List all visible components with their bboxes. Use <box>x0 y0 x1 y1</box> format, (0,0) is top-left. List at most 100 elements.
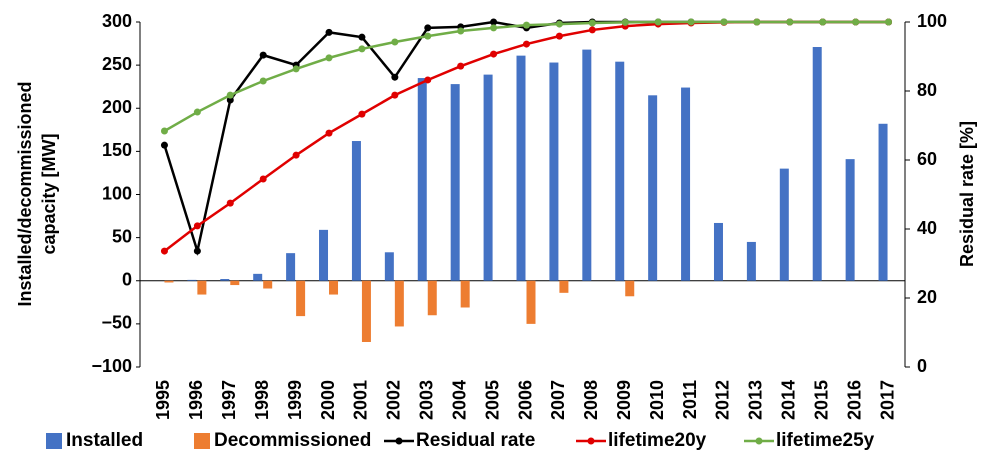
bar <box>319 229 329 281</box>
point <box>654 18 662 26</box>
point <box>457 62 465 70</box>
y-tick-label: −100 <box>91 356 132 376</box>
x-tick-label: 2004 <box>449 380 469 420</box>
bar <box>681 87 691 281</box>
y2-tick-label: 0 <box>917 356 927 376</box>
bar <box>384 252 394 281</box>
y-axis-label: capacity [MW] <box>39 133 59 254</box>
bar <box>197 280 207 295</box>
y2-tick-label: 80 <box>917 80 937 100</box>
bar <box>263 280 273 289</box>
y-tick-label: 200 <box>102 97 132 117</box>
x-tick-label: 2007 <box>548 380 568 420</box>
bar <box>559 280 569 293</box>
point <box>490 50 498 58</box>
y-tick-label: 100 <box>102 183 132 203</box>
x-tick-label: 2014 <box>779 380 799 420</box>
point <box>160 127 168 135</box>
bar <box>417 78 427 281</box>
point <box>193 247 201 255</box>
point <box>786 18 794 26</box>
bar <box>329 280 339 295</box>
y2-axis-label: Residual rate [%] <box>957 121 977 267</box>
point <box>391 91 399 99</box>
point <box>852 18 860 26</box>
y-tick-label: 150 <box>102 140 132 160</box>
bar <box>845 159 855 281</box>
point <box>687 18 695 26</box>
x-tick-label: 2001 <box>351 380 371 420</box>
y2-tick-label: 60 <box>917 149 937 169</box>
point <box>621 18 629 26</box>
bar <box>779 168 789 281</box>
x-tick-label: 2010 <box>647 380 667 420</box>
point <box>555 20 563 28</box>
bar <box>582 49 592 281</box>
y-tick-label: 250 <box>102 54 132 74</box>
bar <box>460 280 470 308</box>
bar <box>427 280 437 316</box>
point <box>555 32 563 40</box>
bar <box>516 55 526 281</box>
x-tick-label: 2009 <box>614 380 634 420</box>
point <box>523 40 530 48</box>
point <box>193 108 201 116</box>
point <box>259 77 267 85</box>
legend-swatch <box>395 437 403 445</box>
x-tick-label: 2006 <box>515 380 535 420</box>
point <box>193 222 201 230</box>
bar <box>296 280 306 317</box>
point <box>424 76 432 84</box>
x-tick-label: 2003 <box>417 380 437 420</box>
x-tick-label: 2016 <box>844 380 864 420</box>
bar <box>230 280 240 286</box>
x-tick-label: 1999 <box>285 380 305 420</box>
y2-tick-label: 100 <box>917 11 947 31</box>
line <box>163 20 889 133</box>
x-tick-label: 2013 <box>746 380 766 420</box>
bar <box>483 74 493 281</box>
legend-label: Residual rate <box>416 430 535 451</box>
point <box>358 110 366 118</box>
bar <box>351 141 361 281</box>
point <box>391 38 399 46</box>
point <box>720 18 728 26</box>
point <box>226 199 234 207</box>
point <box>588 26 596 34</box>
legend-label: lifetime20y <box>608 430 707 451</box>
legend-label: Installed <box>66 430 143 451</box>
x-tick-label: 1995 <box>153 380 173 420</box>
x-tick-label: 2008 <box>581 380 601 420</box>
y-tick-label: 50 <box>112 226 132 246</box>
point <box>358 45 366 53</box>
x-tick-label: 1997 <box>219 380 239 420</box>
x-tick-label: 2002 <box>384 380 404 420</box>
x-tick-label: 1996 <box>186 380 206 420</box>
point <box>325 129 333 137</box>
point <box>292 151 300 159</box>
bar <box>549 62 559 281</box>
point <box>160 141 168 149</box>
y-tick-label: 0 <box>122 270 132 290</box>
bar <box>253 273 263 281</box>
point <box>424 32 432 40</box>
legend-swatch <box>755 437 763 445</box>
point <box>226 96 234 104</box>
y2-tick-label: 20 <box>917 287 937 307</box>
bar <box>746 241 756 281</box>
point <box>490 24 498 32</box>
point <box>259 51 267 59</box>
legend-label: lifetime25y <box>776 430 875 451</box>
point <box>292 65 300 73</box>
bar <box>394 280 404 327</box>
bar <box>220 279 230 281</box>
bar <box>450 84 460 281</box>
x-tick-label: 2000 <box>318 380 338 420</box>
legend-swatch <box>587 437 595 445</box>
point <box>325 28 333 36</box>
point <box>226 91 234 99</box>
bar <box>526 280 536 324</box>
point <box>424 24 432 32</box>
bar <box>361 280 371 342</box>
